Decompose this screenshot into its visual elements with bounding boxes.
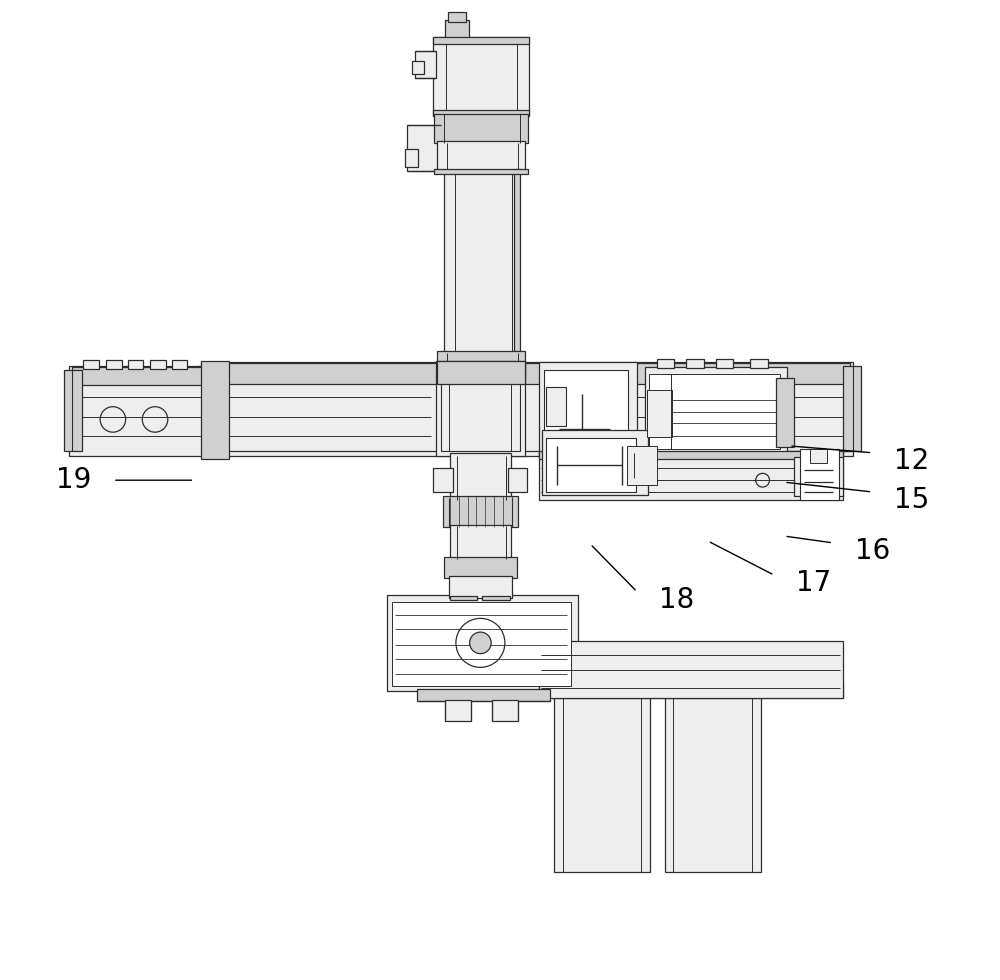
Bar	[387, 595, 578, 691]
Bar	[450, 453, 511, 500]
Bar	[450, 525, 511, 559]
Bar	[800, 449, 839, 500]
Bar	[437, 361, 525, 384]
Bar	[492, 700, 518, 721]
Bar	[443, 496, 518, 527]
Bar	[647, 390, 672, 437]
Bar	[449, 576, 512, 598]
Text: 12: 12	[894, 447, 929, 474]
Text: 18: 18	[659, 586, 694, 613]
Bar	[172, 360, 187, 369]
Bar	[434, 114, 528, 143]
Bar	[645, 367, 787, 453]
Bar	[539, 682, 843, 698]
Bar	[444, 169, 519, 353]
Bar	[657, 359, 674, 368]
Bar	[433, 468, 453, 492]
Bar	[794, 457, 843, 496]
Bar	[441, 368, 520, 451]
Text: 17: 17	[796, 569, 831, 597]
Bar	[106, 360, 122, 369]
Bar	[554, 696, 650, 872]
Bar	[716, 359, 733, 368]
Bar	[810, 449, 827, 463]
Bar	[539, 451, 843, 459]
Bar	[437, 141, 525, 171]
Bar	[437, 351, 525, 376]
Bar	[750, 359, 768, 368]
Bar	[203, 363, 850, 384]
Bar	[542, 430, 648, 495]
Bar	[198, 366, 216, 451]
Bar	[539, 362, 637, 456]
Text: 19: 19	[56, 466, 91, 494]
Bar	[407, 125, 441, 171]
Bar	[433, 37, 529, 44]
Bar	[649, 374, 780, 449]
Text: 16: 16	[855, 537, 890, 564]
Bar	[539, 451, 843, 500]
Bar	[445, 20, 469, 39]
Bar	[392, 602, 571, 686]
Bar	[546, 387, 566, 426]
Bar	[450, 596, 477, 600]
Bar	[445, 700, 471, 721]
Bar	[514, 169, 520, 353]
Bar	[150, 360, 166, 369]
Bar	[72, 368, 202, 385]
Bar	[665, 696, 761, 872]
Bar	[417, 689, 550, 701]
Bar	[546, 438, 636, 492]
Bar	[405, 149, 418, 167]
Bar	[544, 370, 628, 451]
Bar	[412, 61, 424, 74]
Bar	[201, 361, 229, 459]
Bar	[444, 557, 517, 578]
Bar	[201, 362, 853, 456]
Bar	[776, 378, 794, 447]
Bar	[433, 37, 529, 116]
Bar	[434, 169, 528, 174]
Bar	[128, 360, 143, 369]
Bar	[539, 641, 843, 698]
Bar	[686, 359, 704, 368]
Bar	[843, 366, 861, 451]
Bar	[415, 51, 436, 78]
Bar	[69, 366, 206, 456]
Bar	[436, 361, 524, 456]
Circle shape	[470, 632, 491, 654]
Bar	[508, 468, 527, 492]
Bar	[448, 12, 466, 22]
Bar	[433, 110, 529, 116]
Bar	[83, 360, 99, 369]
Bar	[482, 596, 510, 600]
Text: 15: 15	[894, 486, 929, 514]
Bar	[627, 446, 657, 485]
Bar	[64, 370, 82, 451]
